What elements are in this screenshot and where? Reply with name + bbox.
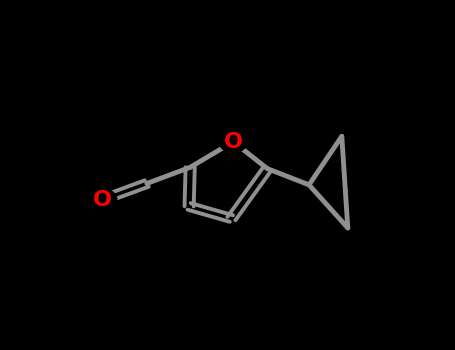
Text: O: O <box>224 132 243 152</box>
Text: O: O <box>93 190 112 210</box>
Circle shape <box>219 131 248 153</box>
Circle shape <box>89 189 117 210</box>
